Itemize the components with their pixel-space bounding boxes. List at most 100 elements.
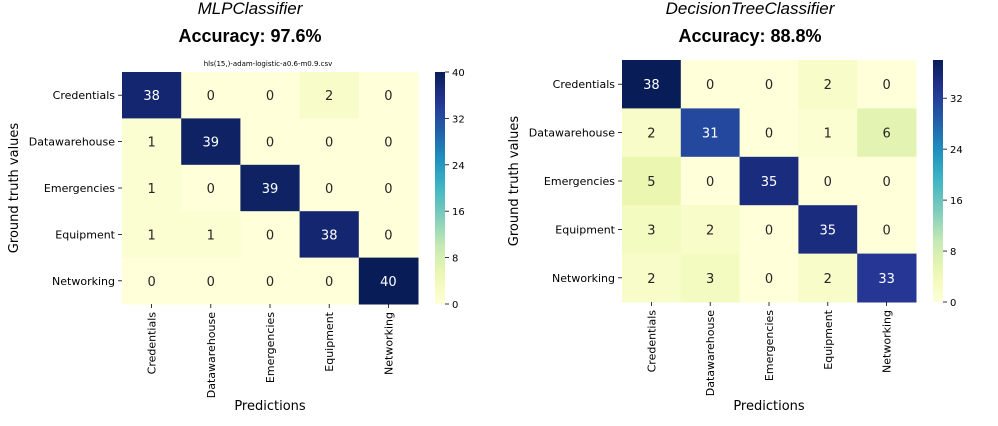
- cell-value-label: 38: [321, 228, 338, 243]
- heatmap-cell: [122, 257, 182, 305]
- cell-value-label: 2: [824, 78, 832, 93]
- x-tick-label: Datawarehouse: [205, 312, 218, 398]
- heatmap-cell: [798, 60, 858, 109]
- colorbar: [435, 72, 445, 304]
- colorbar: [933, 60, 943, 302]
- cell-value-label: 0: [882, 223, 890, 238]
- y-tick-label: Datawarehouse: [29, 136, 115, 149]
- heatmap-cell: [358, 72, 419, 119]
- chart-title: DecisionTreeClassifier: [666, 0, 836, 18]
- heatmap-cell: [299, 211, 360, 259]
- y-tick-label: Credentials: [553, 78, 616, 91]
- colorbar-tick-label: 40: [452, 68, 465, 79]
- heatmap-cell: [181, 72, 241, 119]
- cell-value-label: 35: [820, 223, 837, 238]
- heatmap-cell: [857, 108, 917, 158]
- cell-value-label: 0: [325, 136, 333, 151]
- cell-value-label: 39: [203, 136, 220, 151]
- x-tick-label: Equipment: [822, 309, 835, 369]
- chart-title: MLPClassifier: [198, 0, 304, 18]
- cell-value-label: 0: [384, 136, 392, 151]
- cell-value-label: 0: [207, 182, 215, 197]
- heatmap-cell: [358, 164, 419, 212]
- colorbar-tick-label: 24: [950, 145, 963, 156]
- heatmap-cell: [299, 164, 360, 212]
- heatmap-cell: [680, 60, 741, 109]
- x-tick-label: Credentials: [645, 310, 658, 373]
- cell-value-label: 1: [824, 127, 832, 142]
- y-tick-label: Equipment: [555, 223, 615, 236]
- heatmap-cell: [240, 118, 301, 166]
- heatmap-cell: [122, 164, 182, 212]
- cell-value-label: 0: [325, 182, 333, 197]
- cell-value-label: 0: [266, 136, 274, 151]
- cell-value-label: 3: [647, 223, 655, 238]
- heatmap-cell: [358, 118, 419, 166]
- cell-value-label: 0: [882, 175, 890, 190]
- cell-value-label: 0: [207, 89, 215, 104]
- colorbar-tick-label: 32: [950, 94, 963, 105]
- heatmap-cell: [739, 253, 799, 303]
- y-axis-label: Ground truth values: [7, 123, 22, 254]
- heatmap-cell: [299, 257, 360, 305]
- heatmap-cell: [181, 164, 241, 212]
- heatmap-cell: [798, 156, 858, 206]
- x-tick-label: Networking: [382, 312, 395, 375]
- heatmap-cell: [680, 205, 741, 255]
- y-tick-label: Emergencies: [544, 175, 615, 188]
- cell-value-label: 2: [647, 272, 655, 287]
- cell-value-label: 0: [706, 78, 714, 93]
- heatmap-cell: [181, 257, 241, 305]
- heatmap-cell: [181, 211, 241, 259]
- cell-value-label: 2: [325, 89, 333, 104]
- heatmap-cell: [181, 118, 241, 166]
- y-tick-label: Networking: [52, 275, 115, 288]
- heatmap-cell: [622, 253, 682, 303]
- heatmap-cell: [739, 108, 799, 158]
- cell-value-label: 33: [878, 272, 895, 287]
- heatmap-cell: [622, 60, 682, 109]
- cell-value-label: 40: [380, 275, 397, 290]
- y-tick-label: Equipment: [55, 228, 115, 241]
- cell-value-label: 0: [765, 223, 773, 238]
- cell-value-label: 5: [647, 175, 655, 190]
- colorbar-tick-label: 16: [452, 207, 465, 218]
- cell-value-label: 1: [147, 182, 155, 197]
- heatmap-cell: [857, 205, 917, 255]
- heatmap-cell: [857, 253, 917, 303]
- cell-value-label: 0: [882, 78, 890, 93]
- cell-value-label: 6: [882, 127, 890, 142]
- x-tick-label: Equipment: [323, 311, 336, 371]
- y-tick-label: Credentials: [53, 89, 116, 102]
- x-tick-label: Emergencies: [763, 310, 776, 381]
- colorbar-tick-label: 8: [452, 254, 458, 265]
- cell-value-label: 39: [262, 182, 279, 197]
- colorbar-tick-label: 24: [452, 161, 465, 172]
- cell-value-label: 1: [147, 228, 155, 243]
- heatmap-cell: [122, 118, 182, 166]
- heatmap-cell: [240, 211, 301, 259]
- cell-value-label: 35: [761, 175, 778, 190]
- cell-value-label: 0: [325, 275, 333, 290]
- cell-value-label: 0: [266, 228, 274, 243]
- heatmap-cell: [122, 72, 182, 119]
- cell-value-label: 0: [266, 89, 274, 104]
- x-axis-label: Predictions: [733, 399, 805, 414]
- cell-value-label: 0: [207, 275, 215, 290]
- cell-value-label: 0: [266, 275, 274, 290]
- x-axis-label: Predictions: [234, 399, 306, 414]
- heatmap-cell: [299, 72, 360, 119]
- y-tick-label: Networking: [552, 272, 615, 285]
- x-tick-label: Credentials: [146, 312, 159, 375]
- colorbar-tick-label: 0: [452, 300, 458, 311]
- heatmap-cell: [680, 156, 741, 206]
- accuracy-subtitle: Accuracy: 97.6%: [178, 26, 321, 46]
- heatmap-cell: [739, 205, 799, 255]
- cell-value-label: 0: [824, 175, 832, 190]
- heatmap-cell: [622, 156, 682, 206]
- x-tick-label: Datawarehouse: [704, 310, 717, 396]
- inner-title: hls(15,)-adam-logistic-a0.6-m0.9.csv: [204, 60, 333, 68]
- heatmap-cell: [857, 156, 917, 206]
